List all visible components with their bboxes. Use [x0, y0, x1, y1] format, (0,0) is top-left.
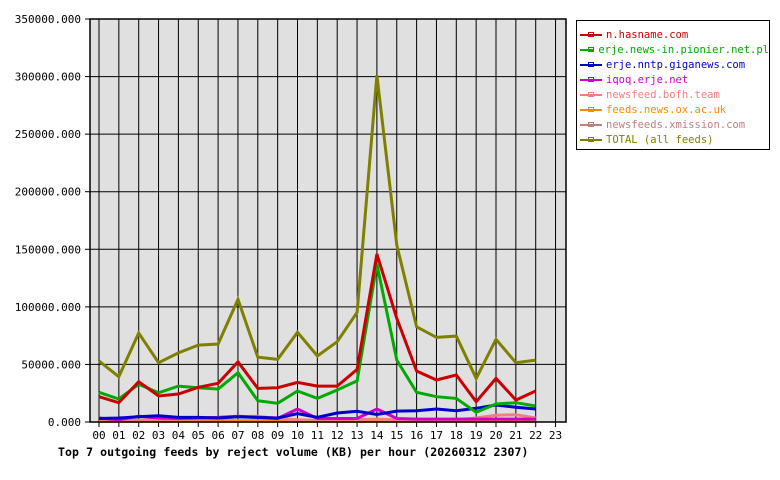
legend-item: feeds.news.ox.ac.uk [577, 102, 769, 117]
x-axis-ticks: 00 01 02 03 04 05 06 07 08 09 10 11 12 13 14 15 16 17 18 19… [92, 422, 562, 442]
legend-label: feeds.news.ox.ac.uk [606, 103, 727, 116]
x-tick-label: 07 [231, 429, 244, 442]
legend-item: iqoq.erje.net [577, 72, 769, 87]
x-tick-label: 21 [509, 429, 522, 442]
x-tick-label: 06 [211, 429, 224, 442]
legend-item: erje.nntp.giganews.com [577, 57, 769, 72]
legend-label: n.hasname.com [606, 28, 689, 41]
legend-label: newsfeed.bofh.team [606, 88, 720, 101]
x-tick-label: 04 [172, 429, 186, 442]
x-tick-label: 12 [331, 429, 344, 442]
x-tick-label: 00 [92, 429, 105, 442]
y-axis-ticks: 0.000 50000.000 100000.000 150000.000 200000… [15, 13, 90, 429]
legend-item: newsfeeds.xmission.com [577, 117, 769, 132]
legend-swatch-icon [580, 30, 602, 39]
series-line-erje-nntp-giganews-com [98, 403, 536, 420]
series-line-erje-news-in-pionier-net-pl [98, 263, 536, 415]
x-tick-label: 11 [311, 429, 324, 442]
legend-item: newsfeed.bofh.team [577, 87, 769, 102]
legend-swatch-icon [580, 75, 602, 84]
x-tick-label: 03 [152, 429, 165, 442]
x-tick-label: 14 [370, 429, 384, 442]
y-tick-label: 50000.000 [21, 358, 81, 371]
x-tick-label: 02 [132, 429, 145, 442]
legend-swatch-icon [580, 90, 602, 99]
y-tick-label: 350000.000 [15, 13, 81, 26]
x-tick-label: 17 [430, 429, 443, 442]
y-tick-label: 150000.000 [15, 243, 81, 256]
legend-swatch-icon [580, 135, 602, 144]
legend-swatch-icon [580, 120, 602, 129]
x-tick-label: 09 [271, 429, 284, 442]
chart-title: Top 7 outgoing feeds by reject volume (K… [58, 445, 529, 459]
legend-label: iqoq.erje.net [606, 73, 689, 86]
x-tick-label: 13 [350, 429, 363, 442]
plot-frame [89, 18, 567, 423]
series-line-total-all-feeds- [98, 75, 536, 382]
x-tick-label: 23 [549, 429, 562, 442]
series-line-n-hasname-com [98, 253, 537, 405]
data-series [98, 75, 537, 423]
y-tick-label: 100000.000 [15, 301, 81, 314]
x-tick-label: 01 [112, 429, 125, 442]
x-tick-label: 19 [470, 429, 483, 442]
y-tick-label: 200000.000 [15, 186, 81, 199]
x-tick-label: 20 [489, 429, 502, 442]
legend-item: n.hasname.com [577, 27, 769, 42]
y-tick-label: 300000.000 [15, 71, 81, 84]
legend-label: TOTAL (all feeds) [606, 133, 714, 146]
x-tick-label: 18 [450, 429, 463, 442]
x-tick-label: 16 [410, 429, 423, 442]
legend-item: TOTAL (all feeds) [577, 132, 769, 147]
legend-swatch-icon [580, 45, 595, 54]
legend-swatch-icon [580, 105, 602, 114]
x-tick-label: 15 [390, 429, 403, 442]
legend-item: erje.news-in.pionier.net.pl [577, 42, 769, 57]
y-tick-label: 250000.000 [15, 128, 81, 141]
legend-label: erje.nntp.giganews.com [606, 58, 746, 71]
legend-swatch-icon [580, 60, 602, 69]
x-tick-label: 08 [251, 429, 264, 442]
x-tick-label: 10 [291, 429, 304, 442]
legend-label: erje.news-in.pionier.net.pl [598, 43, 769, 56]
x-tick-label: 22 [529, 429, 542, 442]
legend: n.hasname.com erje.news-in.pionier.net.pl… [576, 20, 770, 150]
x-tick-label: 05 [192, 429, 205, 442]
y-tick-label: 0.000 [48, 416, 81, 429]
legend-label: newsfeeds.xmission.com [606, 118, 746, 131]
